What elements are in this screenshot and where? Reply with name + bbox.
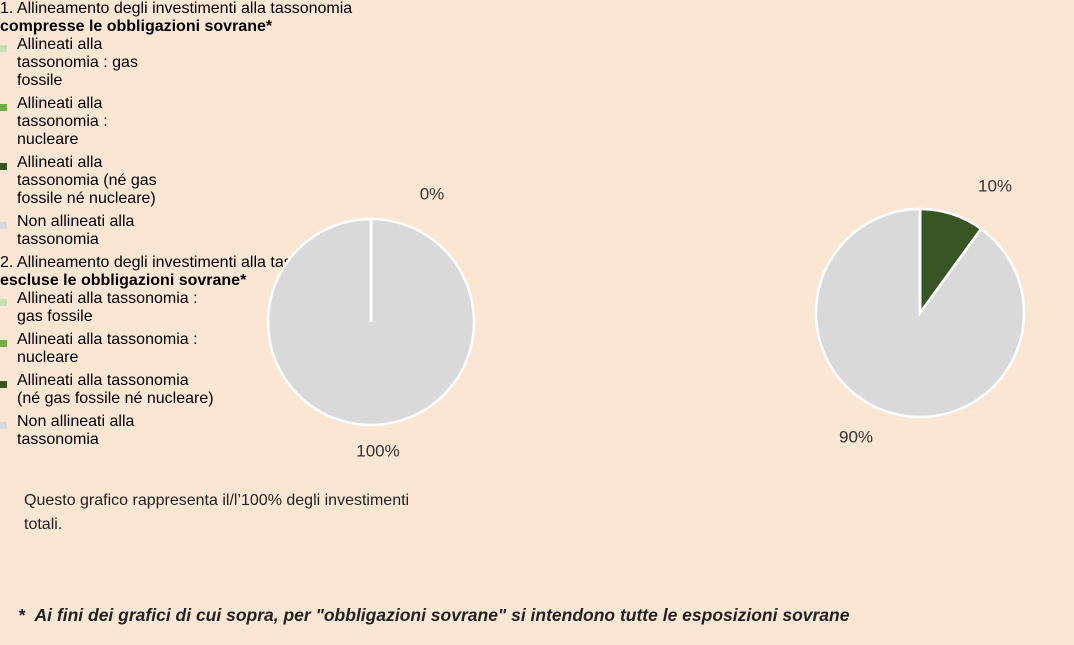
- legend-item: Allineati alla tassonomia (né gas fossil…: [0, 154, 165, 208]
- legend-label: Non allineati alla tassonomia: [17, 413, 135, 448]
- footnote-text: Ai fini dei grafici di cui sopra, per "o…: [34, 605, 850, 625]
- legend-label: Allineati alla tassonomia (né gas fossil…: [17, 154, 157, 207]
- data-label: 10%: [978, 176, 1012, 195]
- data-label: 100%: [356, 441, 399, 460]
- legend-swatch: [0, 299, 7, 306]
- legend-item: Allineati alla tassonomia : nucleare: [0, 95, 165, 149]
- legend-swatch: [0, 163, 7, 170]
- title-text: 2. Allineamento degli investimenti alla …: [0, 254, 353, 271]
- legend: Allineati alla tassonomia : gas fossile A…: [0, 36, 165, 249]
- legend-item: Allineati alla tassonomia : gas fossile: [0, 36, 165, 90]
- chart-note: Questo grafico rappresenta il/l’100% deg…: [24, 492, 410, 533]
- data-label: 90%: [839, 427, 873, 446]
- legend-item: Allineati alla tassonomia : gas fossile: [0, 290, 215, 326]
- legend-label: Allineati alla tassonomia : gas fossile: [17, 36, 138, 89]
- legend-swatch: [0, 45, 7, 52]
- legend-swatch: [0, 222, 7, 229]
- legend-item: Allineati alla tassonomia (né gas fossil…: [0, 372, 215, 408]
- legend-label: Non allineati alla tassonomia: [17, 213, 135, 248]
- title-bold: escluse le obbligazioni sovrane*: [0, 272, 247, 289]
- legend-swatch: [0, 381, 7, 388]
- legend: Allineati alla tassonomia : gas fossile A…: [0, 290, 215, 449]
- data-label: 0%: [420, 184, 445, 203]
- chart-title: 1. Allineamento degli investimenti alla …: [0, 0, 420, 36]
- title-text: 1. Allineamento degli investimenti alla …: [0, 0, 353, 17]
- title-bold: compresse le obbligazioni sovrane*: [0, 18, 273, 35]
- legend-label: Allineati alla tassonomia : nucleare: [17, 95, 108, 148]
- legend-item: Allineati alla tassonomia : nucleare: [0, 331, 215, 367]
- legend-label: Allineati alla tassonomia : gas fossile: [17, 290, 198, 325]
- legend-item: Non allineati alla tassonomia: [0, 213, 165, 249]
- chart-title: 2. Allineamento degli investimenti alla …: [0, 254, 400, 290]
- footnote: * Ai fini dei grafici di cui sopra, per …: [18, 605, 849, 626]
- legend-label: Allineati alla tassonomia (né gas fossil…: [17, 372, 214, 407]
- legend-item: Non allineati alla tassonomia: [0, 413, 215, 449]
- legend-swatch: [0, 104, 7, 111]
- legend-swatch: [0, 422, 7, 429]
- chart-panel: 2. Allineamento degli investimenti alla …: [0, 254, 492, 533]
- legend-swatch: [0, 340, 7, 347]
- legend-label: Allineati alla tassonomia : nucleare: [17, 331, 198, 366]
- chart-panel: 1. Allineamento degli investimenti alla …: [0, 0, 540, 249]
- footnote-mark: *: [18, 605, 25, 625]
